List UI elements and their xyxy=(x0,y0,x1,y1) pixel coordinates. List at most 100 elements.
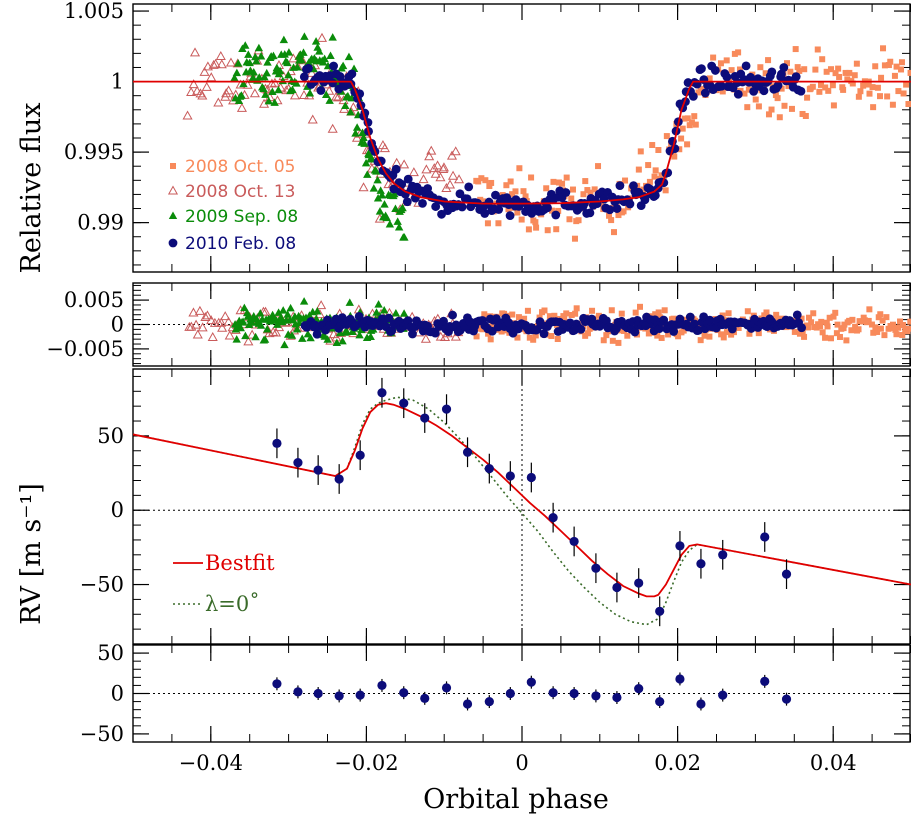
residual-point xyxy=(755,330,762,337)
residual-point xyxy=(852,323,859,330)
data-point xyxy=(249,68,258,76)
data-point xyxy=(284,70,293,79)
residual-point xyxy=(408,329,417,339)
data-point xyxy=(324,85,335,95)
residual-point xyxy=(654,332,661,339)
data-point xyxy=(346,107,355,116)
data-point xyxy=(327,123,338,133)
data-point xyxy=(876,93,883,100)
data-point xyxy=(608,217,615,224)
data-point xyxy=(544,227,551,234)
residual-point xyxy=(697,337,704,344)
rv-point xyxy=(781,569,792,579)
residual-point xyxy=(191,319,202,329)
data-point xyxy=(239,79,248,88)
data-point xyxy=(298,89,310,99)
legend-marker xyxy=(170,163,176,169)
residual-point xyxy=(832,309,839,316)
data-point xyxy=(516,165,523,172)
data-point xyxy=(363,170,372,178)
y-tick-label: −0.005 xyxy=(46,337,124,361)
legend-marker xyxy=(168,211,178,219)
residual-point xyxy=(515,314,522,321)
x-tick-label: −0.02 xyxy=(334,751,398,775)
rv-residual-point xyxy=(484,696,494,707)
residual-point xyxy=(744,308,751,315)
rv-point xyxy=(420,413,430,423)
residual-point xyxy=(883,314,890,321)
data-point xyxy=(779,63,789,72)
data-point xyxy=(550,178,557,185)
data-point xyxy=(285,66,296,76)
data-point xyxy=(635,166,642,173)
y-axis-title-flux: Relative flux xyxy=(16,103,47,274)
data-point xyxy=(299,48,308,56)
residual-point xyxy=(509,311,516,318)
residual-point xyxy=(725,310,732,317)
data-point xyxy=(543,185,550,192)
residual-point xyxy=(615,339,622,346)
residual-point xyxy=(701,332,708,339)
data-point xyxy=(372,167,381,175)
rv-residual-point xyxy=(313,688,323,699)
residual-point xyxy=(881,332,888,339)
data-point xyxy=(823,68,830,75)
rv-point xyxy=(760,532,770,542)
residual-point xyxy=(826,314,833,321)
lightcurve-data xyxy=(133,32,911,242)
y-tick-label: 0.005 xyxy=(64,288,124,312)
residual-point xyxy=(855,326,862,333)
data-point xyxy=(640,186,647,193)
data-point xyxy=(182,110,193,120)
data-point xyxy=(885,62,892,69)
data-point xyxy=(375,207,385,215)
residual-point xyxy=(338,336,347,345)
data-point xyxy=(232,68,242,77)
data-point xyxy=(857,88,864,95)
residual-point xyxy=(448,310,457,320)
data-point xyxy=(315,47,324,55)
data-point xyxy=(494,205,504,214)
data-point xyxy=(571,235,578,242)
rv-residual-point xyxy=(462,699,473,709)
data-point xyxy=(316,86,326,95)
data-point xyxy=(796,86,806,96)
data-point xyxy=(518,216,525,223)
rv-residual-point xyxy=(355,690,365,700)
data-point xyxy=(408,167,419,177)
data-point xyxy=(269,77,280,87)
residual-point xyxy=(877,311,884,318)
data-point xyxy=(251,52,260,61)
residual-point xyxy=(798,315,805,322)
panel-frame xyxy=(132,3,911,273)
model-curve xyxy=(133,80,911,205)
data-point xyxy=(719,88,726,95)
residual-point xyxy=(243,336,254,346)
data-point xyxy=(311,37,321,45)
residual-point xyxy=(251,332,260,341)
data-point xyxy=(620,208,627,215)
data-point xyxy=(328,33,337,41)
data-point xyxy=(860,82,867,89)
data-point xyxy=(832,70,839,77)
residual-point xyxy=(264,328,275,338)
residual-point xyxy=(801,333,808,340)
data-point xyxy=(752,96,759,103)
data-point xyxy=(765,111,772,118)
residual-point xyxy=(836,333,843,340)
data-point xyxy=(307,114,318,124)
rv-residual-point xyxy=(718,690,728,700)
residual-point xyxy=(773,311,780,318)
data-point xyxy=(555,207,562,214)
data-point xyxy=(778,85,785,92)
data-point xyxy=(321,90,331,98)
residual-point xyxy=(888,324,895,331)
residual-point xyxy=(313,307,322,315)
data-point xyxy=(762,70,769,77)
data-point xyxy=(503,182,510,189)
legend-label: 2009 Sep. 08 xyxy=(185,207,298,227)
data-point xyxy=(816,88,823,95)
legend-label: 2008 Oct. 05 xyxy=(185,157,296,177)
data-point xyxy=(305,88,315,97)
residual-point xyxy=(655,309,662,316)
